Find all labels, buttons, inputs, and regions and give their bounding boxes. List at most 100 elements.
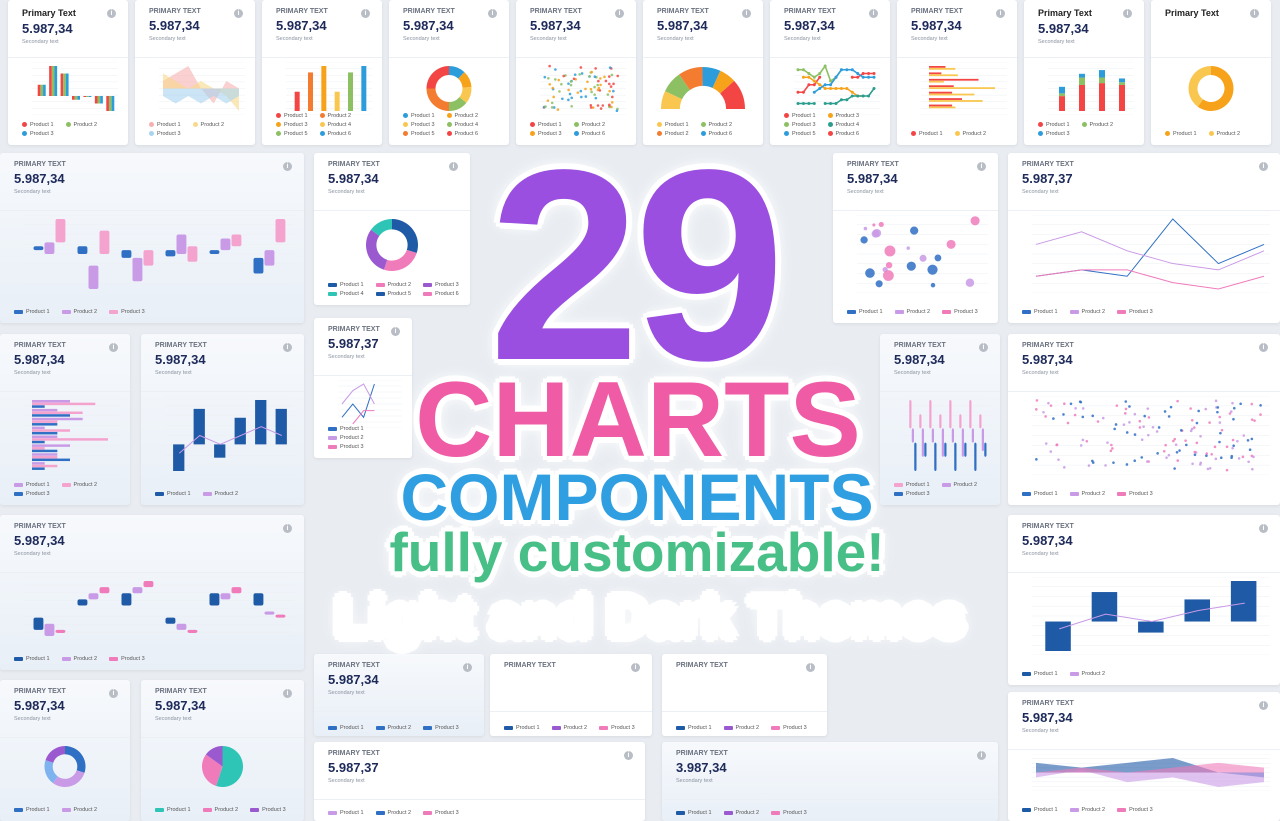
legend-item[interactable]: Product 1 (403, 113, 435, 119)
legend-item[interactable]: Product 3 (1117, 807, 1153, 813)
legend-item[interactable]: Product 2 (375, 282, 411, 288)
info-icon[interactable]: i (1259, 343, 1268, 352)
legend-item[interactable]: Product 5 (403, 131, 435, 137)
legend-item[interactable]: Product 1 (1022, 807, 1058, 813)
legend-item[interactable]: Product 2 (319, 113, 351, 119)
info-icon[interactable]: i (449, 162, 458, 171)
info-icon[interactable]: i (283, 689, 292, 698)
info-icon[interactable]: i (109, 689, 118, 698)
legend-item[interactable]: Product 3 (827, 113, 859, 119)
legend-item[interactable]: Product 3 (22, 131, 54, 137)
info-icon[interactable]: i (1259, 524, 1268, 533)
legend-item[interactable]: Product 2 (202, 491, 238, 497)
legend-item[interactable]: Product 4 (446, 122, 478, 128)
legend-item[interactable]: Product 6 (700, 131, 732, 137)
legend-item[interactable]: Product 2 (1069, 807, 1105, 813)
legend-item[interactable]: Product 1 (155, 807, 191, 813)
legend-item[interactable]: Product 2 (1081, 122, 1113, 128)
info-icon[interactable]: i (463, 663, 472, 672)
legend-item[interactable]: Product 2 (61, 807, 97, 813)
legend-item[interactable]: Product 3 (894, 491, 930, 497)
info-icon[interactable]: i (615, 9, 624, 18)
legend-item[interactable]: Product 1 (911, 131, 943, 137)
legend-item[interactable]: Product 3 (149, 131, 181, 137)
legend-item[interactable]: Product 4 (827, 122, 859, 128)
legend-item[interactable]: Product 2 (192, 122, 224, 128)
info-icon[interactable]: i (107, 9, 116, 18)
legend-item[interactable]: Product 4 (319, 122, 351, 128)
info-icon[interactable]: i (806, 663, 815, 672)
legend-item[interactable]: Product 2 (551, 725, 587, 731)
legend-item[interactable]: Product 6 (319, 131, 351, 137)
legend-item[interactable]: Product 2 (375, 725, 411, 731)
legend-item[interactable]: Product 1 (1038, 122, 1070, 128)
info-icon[interactable]: i (283, 343, 292, 352)
legend-item[interactable]: Product 1 (328, 810, 364, 816)
legend-item[interactable]: Product 1 (1165, 131, 1197, 137)
info-icon[interactable]: i (234, 9, 243, 18)
legend-item[interactable]: Product 1 (328, 282, 364, 288)
legend-item[interactable]: Product 2 (657, 131, 689, 137)
legend-item[interactable]: Product 6 (573, 131, 605, 137)
legend-item[interactable]: Product 2 (954, 131, 986, 137)
legend-item[interactable]: Product 1 (328, 725, 364, 731)
legend-item[interactable]: Product 3 (250, 807, 286, 813)
info-icon[interactable]: i (1250, 9, 1259, 18)
info-icon[interactable]: i (283, 524, 292, 533)
legend-item[interactable]: Product 1 (894, 482, 930, 488)
legend-item[interactable]: Product 3 (328, 444, 364, 450)
legend-item[interactable]: Product 2 (1208, 131, 1240, 137)
legend-item[interactable]: Product 2 (723, 810, 759, 816)
info-icon[interactable]: i (283, 162, 292, 171)
info-icon[interactable]: i (1259, 701, 1268, 710)
info-icon[interactable]: i (361, 9, 370, 18)
legend-item[interactable]: Product 3 (423, 810, 459, 816)
legend-item[interactable]: Product 1 (14, 482, 50, 488)
legend-item[interactable]: Product 5 (784, 131, 816, 137)
legend-item[interactable]: Product 1 (504, 725, 540, 731)
legend-item[interactable]: Product 2 (61, 309, 97, 315)
legend-item[interactable]: Product 1 (328, 426, 364, 432)
info-icon[interactable]: i (488, 9, 497, 18)
legend-item[interactable]: Product 3 (1117, 309, 1153, 315)
legend-item[interactable]: Product 1 (657, 122, 689, 128)
legend-item[interactable]: Product 3 (784, 122, 816, 128)
legend-item[interactable]: Product 1 (1022, 309, 1058, 315)
legend-item[interactable]: Product 1 (676, 810, 712, 816)
legend-item[interactable]: Product 1 (14, 807, 50, 813)
info-icon[interactable]: i (1123, 9, 1132, 18)
legend-item[interactable]: Product 2 (375, 810, 411, 816)
legend-item[interactable]: Product 1 (1022, 671, 1058, 677)
legend-item[interactable]: Product 3 (423, 282, 459, 288)
legend-item[interactable]: Product 1 (14, 309, 50, 315)
legend-item[interactable]: Product 2 (941, 482, 977, 488)
legend-item[interactable]: Product 4 (328, 291, 364, 297)
legend-item[interactable]: Product 2 (65, 122, 97, 128)
legend-item[interactable]: Product 1 (149, 122, 181, 128)
info-icon[interactable]: i (109, 343, 118, 352)
legend-item[interactable]: Product 2 (700, 122, 732, 128)
info-icon[interactable]: i (624, 751, 633, 760)
info-icon[interactable]: i (979, 343, 988, 352)
legend-item[interactable]: Product 2 (202, 807, 238, 813)
legend-item[interactable]: Product 6 (423, 291, 459, 297)
legend-item[interactable]: Product 3 (771, 810, 807, 816)
legend-item[interactable]: Product 3 (942, 309, 978, 315)
legend-item[interactable]: Product 3 (14, 491, 50, 497)
legend-item[interactable]: Product 2 (573, 122, 605, 128)
legend-item[interactable]: Product 5 (276, 131, 308, 137)
legend-item[interactable]: Product 3 (599, 725, 635, 731)
legend-item[interactable]: Product 2 (328, 435, 364, 441)
legend-item[interactable]: Product 3 (771, 725, 807, 731)
legend-item[interactable]: Product 3 (423, 725, 459, 731)
info-icon[interactable]: i (742, 9, 751, 18)
info-icon[interactable]: i (631, 663, 640, 672)
legend-item[interactable]: Product 3 (1038, 131, 1070, 137)
legend-item[interactable]: Product 6 (446, 131, 478, 137)
legend-item[interactable]: Product 1 (847, 309, 883, 315)
info-icon[interactable]: i (977, 751, 986, 760)
legend-item[interactable]: Product 6 (827, 131, 859, 137)
legend-item[interactable]: Product 2 (1069, 491, 1105, 497)
legend-item[interactable]: Product 2 (723, 725, 759, 731)
legend-item[interactable]: Product 2 (894, 309, 930, 315)
